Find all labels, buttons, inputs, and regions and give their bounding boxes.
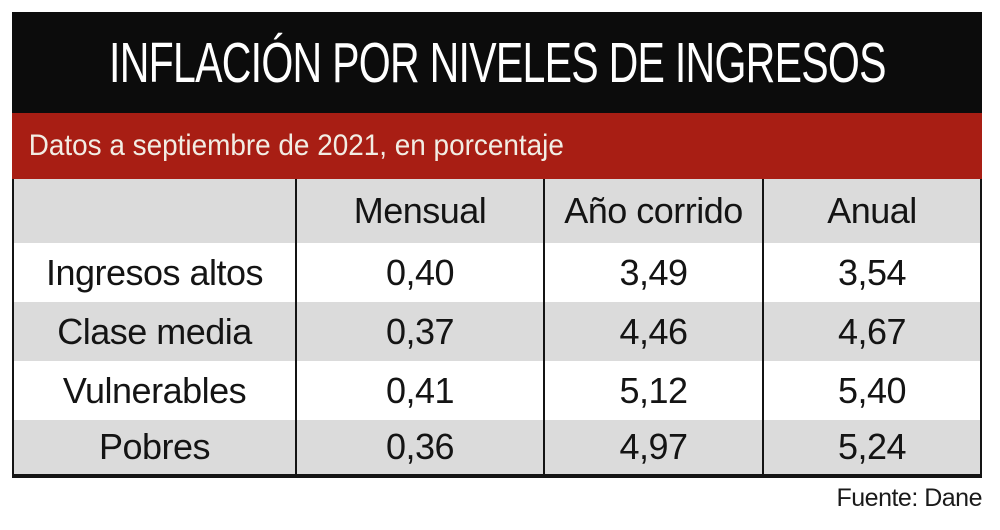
- cell-value: 3,49: [543, 243, 762, 302]
- cell-value: 5,40: [762, 361, 980, 420]
- row-label: Vulnerables: [62, 369, 247, 411]
- table-row-vulnerables: Vulnerables 0,41 5,12 5,40: [14, 361, 980, 420]
- cell-value: 5,24: [762, 420, 980, 474]
- cell-value: 5,12: [543, 361, 762, 420]
- column-header-empty: [14, 179, 295, 243]
- subtitle-bar: Datos a septiembre de 2021, en porcentaj…: [12, 113, 982, 179]
- cell-value: 0,37: [295, 302, 543, 361]
- column-header-mensual: Mensual: [295, 179, 543, 243]
- cell-value: 0,41: [295, 361, 543, 420]
- column-header-ano-corrido: Año corrido: [543, 179, 762, 243]
- source-note: Fuente: Dane: [836, 484, 983, 512]
- row-label: Pobres: [98, 426, 211, 467]
- inflation-infographic: INFLACIÓN POR NIVELES DE INGRESOS Datos …: [12, 12, 983, 513]
- row-label: Clase media: [57, 310, 252, 352]
- cell-value: 0,36: [295, 420, 543, 474]
- row-label: Ingresos altos: [45, 251, 264, 293]
- cell-value: 4,46: [543, 302, 762, 361]
- cell-value: 4,67: [762, 302, 980, 361]
- table-row-ingresos-altos: Ingresos altos 0,40 3,49 3,54: [14, 243, 980, 302]
- title-bar: INFLACIÓN POR NIVELES DE INGRESOS: [12, 12, 982, 113]
- subtitle: Datos a septiembre de 2021, en porcentaj…: [28, 129, 564, 162]
- table-row-clase-media: Clase media 0,37 4,46 4,67: [14, 302, 980, 361]
- cell-value: 4,97: [543, 420, 762, 474]
- cell-value: 0,40: [295, 243, 543, 302]
- cell-value: 3,54: [762, 243, 980, 302]
- page-title: INFLACIÓN POR NIVELES DE INGRESOS: [108, 30, 886, 95]
- table-header-row: Mensual Año corrido Anual: [14, 179, 980, 243]
- table-row-pobres: Pobres 0,36 4,97 5,24: [14, 420, 980, 474]
- data-table: Mensual Año corrido Anual Ingresos altos…: [12, 179, 982, 478]
- column-header-anual: Anual: [762, 179, 980, 243]
